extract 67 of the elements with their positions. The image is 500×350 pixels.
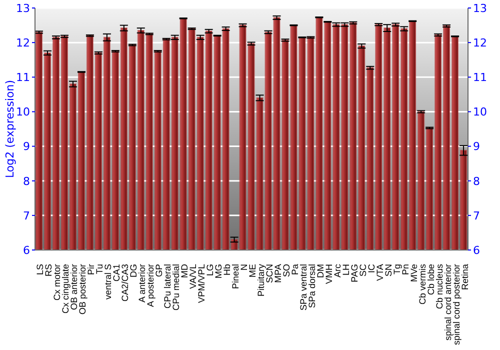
x-tick-label: Cb lobe: [426, 264, 436, 296]
y2-tick-label: 7: [473, 209, 480, 222]
x-tick-label: Cx motor: [52, 264, 62, 301]
x-tick-label: Tu: [94, 264, 105, 274]
x-tick-label: Pa: [290, 264, 300, 276]
x-tick-label: VPM/VPL: [196, 264, 207, 304]
x-tick-label: A anterior: [137, 264, 148, 303]
y-tick-label: 7: [23, 209, 30, 222]
y-tick-label: 13: [16, 2, 30, 15]
x-tick-label: Cb nucleus: [434, 264, 444, 310]
x-tick-label: Pituitary: [256, 264, 266, 297]
x-tick-label: Pir: [86, 264, 96, 275]
y-tick-label: 6: [23, 244, 30, 257]
x-tick-label: CA2/CA3: [120, 264, 130, 302]
x-tick-label: N: [239, 264, 250, 270]
x-tick-label: Hb: [222, 264, 232, 276]
y-tick-label: 9: [23, 140, 30, 154]
x-tick-label: SO: [281, 264, 292, 278]
y-tick-label: 12: [16, 36, 30, 50]
x-tick-label: LG: [205, 264, 216, 276]
x-tick-label: LS: [35, 264, 46, 276]
x-tick-label: Retina: [460, 264, 470, 290]
x-tick-label: A posterior: [146, 264, 156, 308]
x-tick-label: SN: [383, 264, 394, 277]
x-tick-label: MD: [180, 264, 190, 278]
x-tick-label: Tg: [392, 264, 402, 275]
x-tick-label: VA/VL: [188, 264, 198, 289]
x-tick-label: ME: [248, 264, 258, 278]
x-tick-label: OB anterior: [69, 264, 80, 310]
x-tick-label: CPu lateral: [162, 264, 173, 309]
x-tick-label: MVe: [408, 264, 419, 282]
x-tick-label: Arc: [332, 264, 342, 278]
y2-tick-label: 10: [473, 106, 487, 119]
x-tick-label: RS: [44, 264, 54, 277]
x-tick-label: PAG: [349, 264, 360, 282]
x-tick-label: Cx cingulate: [60, 264, 71, 314]
y2-tick-label: 6: [473, 244, 480, 257]
y2-tick-label: 9: [473, 140, 480, 154]
x-tick-label: Cb vermis: [417, 264, 428, 305]
y2-tick-label: 13: [473, 2, 487, 15]
y-tick-label: 8: [23, 174, 30, 188]
y-tick-label: 10: [16, 106, 30, 119]
x-tick-label: DM: [315, 264, 326, 278]
x-tick-label: OB posterior: [78, 264, 88, 315]
x-tick-label: MG: [214, 264, 224, 278]
x-tick-label: VMH: [324, 264, 334, 284]
x-tick-label: GP: [154, 264, 164, 278]
y2-tick-label: 8: [473, 174, 480, 188]
x-tick-label: VTA: [374, 264, 385, 281]
x-tick-label: DG: [128, 264, 139, 278]
y2-tick-label: 12: [473, 36, 487, 50]
x-tick-label: LH: [340, 264, 351, 276]
x-tick-label: SPa ventral: [298, 264, 308, 311]
y-axis-title: Log2 (expression): [4, 80, 16, 178]
x-tick-label: Pineal: [230, 264, 241, 290]
x-tick-label: SPa dorsal: [306, 264, 317, 308]
x-tick-label: IC: [366, 264, 376, 273]
x-tick-label: CA1: [112, 264, 122, 282]
x-tick-label: SCN: [264, 264, 274, 284]
y2-tick-label: 11: [473, 71, 487, 84]
y-tick-label: 11: [16, 71, 30, 84]
x-tick-label: MPA: [272, 264, 283, 283]
x-tick-label: spinal cord posterior: [451, 264, 462, 346]
x-tick-label: spinal cord anterior: [442, 264, 453, 341]
x-tick-label: ventral S: [103, 264, 114, 300]
x-tick-label: CPu medial: [171, 264, 182, 311]
x-tick-label: SC: [358, 264, 368, 277]
